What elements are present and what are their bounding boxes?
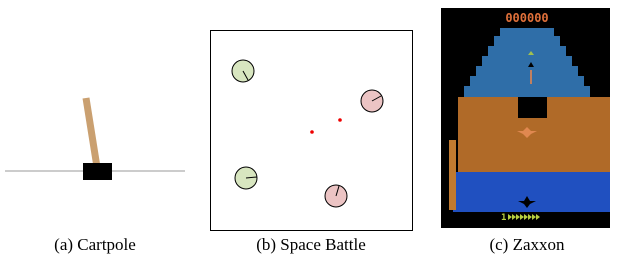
pole (86, 98, 97, 167)
caption: (c) Zaxxon (489, 235, 565, 254)
gate (518, 97, 547, 118)
cartpole-panel: (a) Cartpole (5, 98, 185, 254)
space (453, 172, 610, 212)
zaxxon-panel: 000000 1 (c) Zaxxon (441, 8, 610, 254)
caption: (a) Cartpole (54, 235, 136, 254)
space-battle-panel: (b) Space Battle (211, 31, 413, 255)
bullet (310, 130, 314, 134)
score: 000000 (505, 11, 548, 25)
cart (83, 163, 112, 180)
altitude-bar (449, 140, 456, 210)
shot (530, 70, 532, 84)
figure: (a) Cartpole (b) Space Battle 000000 1 (0, 0, 621, 268)
lives: 1 (501, 213, 506, 223)
caption: (b) Space Battle (256, 235, 366, 254)
bullet (338, 118, 342, 122)
